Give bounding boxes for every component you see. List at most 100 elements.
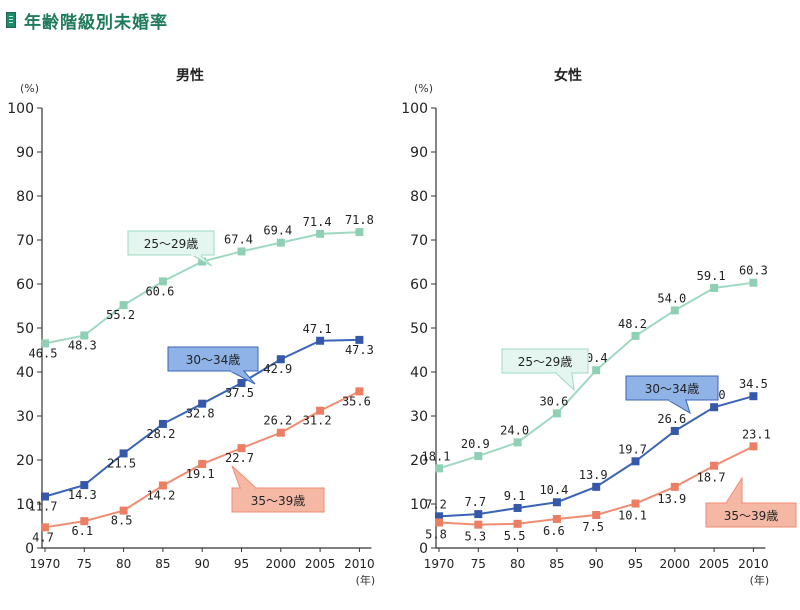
- y-tick-label: 100: [7, 101, 34, 117]
- data-point: [158, 277, 167, 286]
- x-tick-label: 90: [195, 557, 210, 571]
- data-point: [355, 387, 364, 396]
- data-label: 48.2: [618, 317, 647, 331]
- data-label: 69.4: [263, 224, 292, 238]
- data-point: [80, 517, 89, 526]
- page-title: 年齢階級別未婚率: [24, 12, 168, 33]
- y-tick-label: 30: [16, 409, 34, 425]
- legend-entry: 35～39歳: [724, 509, 779, 523]
- callout-box: [501, 348, 589, 374]
- data-label: 46.5: [29, 346, 58, 360]
- data-point: [710, 461, 719, 470]
- data-point: [513, 503, 522, 512]
- data-label: 5.3: [464, 530, 486, 544]
- y-tick-label: 70: [410, 233, 428, 249]
- callout-box: [705, 502, 797, 528]
- data-point: [552, 498, 561, 507]
- data-label: 60.6: [145, 284, 174, 298]
- data-label: 21.5: [107, 456, 136, 470]
- x-unit-label: (年): [356, 573, 376, 587]
- data-label: 14.2: [146, 489, 175, 503]
- page-header: 年齢階級別未婚率: [6, 6, 168, 34]
- y-tick-label: 60: [410, 277, 428, 293]
- chart-title: 男性: [176, 67, 204, 84]
- data-label: 48.3: [68, 338, 97, 352]
- data-point: [198, 399, 207, 408]
- x-tick-label: 95: [628, 557, 643, 571]
- data-label: 9.1: [504, 489, 526, 503]
- legend-entry: 25～29歳: [518, 355, 573, 369]
- x-tick-label: 2010: [738, 557, 769, 571]
- y-tick-label: 20: [16, 453, 34, 469]
- series-line: [438, 395, 754, 518]
- legend-callout-s35: 35～39歳: [231, 465, 325, 513]
- data-label: 32.8: [186, 407, 215, 421]
- callout-box: [167, 346, 259, 372]
- data-label: 20.9: [461, 437, 490, 451]
- data-label: 7.2: [425, 497, 447, 511]
- legend-callout-s25: 25～29歳: [127, 230, 215, 267]
- data-point: [355, 228, 364, 237]
- data-label: 31.2: [303, 414, 332, 428]
- callout-box: [127, 230, 215, 256]
- y-tick-label: 90: [16, 145, 34, 161]
- data-point: [276, 355, 285, 364]
- y-tick-label: 70: [16, 233, 34, 249]
- x-tick-label: 2000: [266, 557, 297, 571]
- data-label: 13.9: [579, 468, 608, 482]
- data-label: 5.8: [425, 527, 447, 541]
- x-tick-label: 1970: [30, 557, 61, 571]
- female-chart: 女性 (%) 0 10 20 30 40 50 60 70 80 90 100 1970 75 80 85 90 9…: [401, 67, 797, 587]
- y-tick-label: 90: [410, 145, 428, 161]
- data-label: 37.5: [225, 386, 254, 400]
- data-label: 6.1: [71, 524, 93, 538]
- data-point: [552, 409, 561, 418]
- data-point: [631, 331, 640, 340]
- data-label: 24.0: [500, 423, 529, 437]
- data-label: 7.5: [582, 520, 604, 534]
- data-point: [80, 481, 89, 490]
- data-label: 7.7: [464, 495, 486, 509]
- series-s35: 5.8 5.3 5.5 6.6 7.5 10.1 13.9 18.7 23.1: [425, 427, 771, 543]
- data-point: [670, 306, 679, 315]
- data-point: [355, 335, 364, 344]
- data-point: [592, 366, 601, 375]
- x-tick-label: 2005: [699, 557, 730, 571]
- x-tick-label: 85: [549, 557, 564, 571]
- legend-callout-s30: 30～34歳: [625, 375, 719, 415]
- y-tick-label: 40: [410, 365, 428, 381]
- data-label: 60.3: [739, 264, 768, 278]
- y-tick-label: 40: [16, 365, 34, 381]
- data-label: 71.4: [303, 215, 332, 229]
- y-tick-label: 10: [16, 497, 34, 513]
- data-point: [119, 449, 128, 458]
- data-label: 47.3: [345, 343, 374, 357]
- data-point: [316, 336, 325, 345]
- y-tick-label: 10: [410, 497, 428, 513]
- callout-box: [231, 487, 325, 513]
- x-tick-label: 90: [589, 557, 604, 571]
- data-label: 19.7: [618, 442, 647, 456]
- document-icon: [6, 12, 16, 28]
- legend-callout-s35: 35～39歳: [705, 476, 797, 528]
- y-tick-label: 80: [16, 189, 34, 205]
- data-point: [749, 278, 758, 287]
- series-s35: 4.7 6.1 8.5 14.2 19.1 22.7 26.2 31.2 35.6: [32, 387, 371, 544]
- data-point: [41, 523, 49, 532]
- data-label: 26.6: [657, 412, 686, 426]
- legend-entry: 30～34歳: [645, 382, 700, 396]
- data-point: [237, 379, 246, 387]
- data-point: [435, 518, 443, 527]
- data-label: 34.5: [739, 377, 768, 391]
- data-label: 11.7: [29, 500, 58, 514]
- data-point: [119, 301, 128, 310]
- data-point: [513, 438, 522, 447]
- y-tick-label: 80: [410, 189, 428, 205]
- data-point: [158, 419, 167, 428]
- x-tick-label: 80: [510, 557, 525, 571]
- data-point: [749, 442, 758, 451]
- data-point: [631, 457, 640, 466]
- y-tick-label: 0: [25, 541, 34, 557]
- series-s30: 7.27.79.110.413.919.726.632.034.5: [425, 377, 768, 521]
